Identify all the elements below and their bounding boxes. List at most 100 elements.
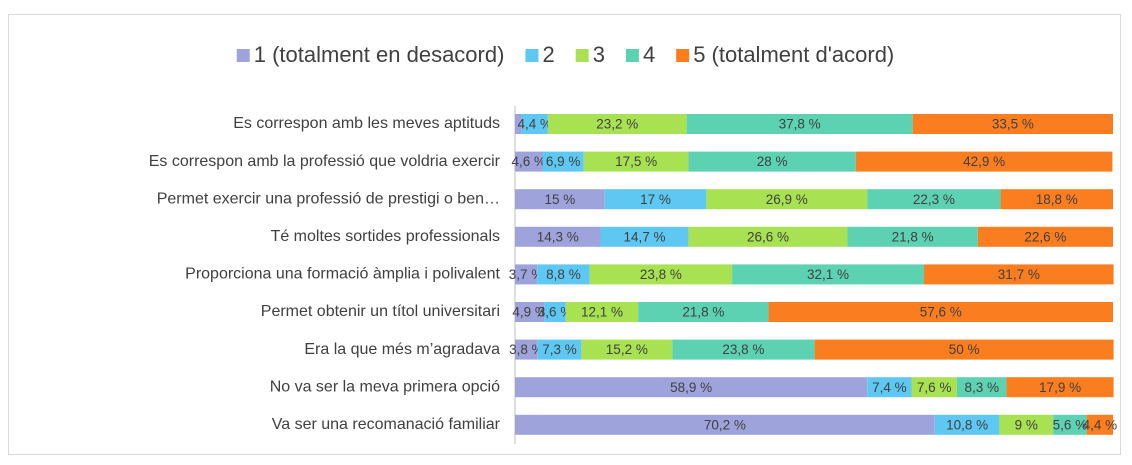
bar-segment <box>867 189 1001 210</box>
bar-segment <box>515 151 543 172</box>
bar-segment <box>911 377 957 398</box>
legend-swatch <box>236 49 250 62</box>
value-label: 21,8 % <box>682 305 724 320</box>
bar-segment <box>934 414 1000 435</box>
value-label: 4,9 % <box>512 305 547 320</box>
legend-label: 5 (totalment d'acord) <box>693 42 894 67</box>
value-label: 8,8 % <box>546 267 581 282</box>
value-label: 33,5 % <box>992 117 1034 132</box>
value-label: 22,3 % <box>913 192 955 207</box>
value-label: 50 % <box>949 342 980 357</box>
bar-segment <box>537 339 582 360</box>
category-label: Té moltes sortides professionals <box>271 228 500 245</box>
bar-segment <box>867 377 912 398</box>
bar-segment <box>956 377 1007 398</box>
value-label: 57,6 % <box>920 305 962 320</box>
category-label: Era la que més m’agradava <box>304 341 500 358</box>
value-label: 17 % <box>640 192 671 207</box>
legend-swatch <box>676 49 690 62</box>
value-label: 7,4 % <box>872 380 907 395</box>
category-label: Permet obtenir un títol universitari <box>261 303 500 320</box>
bar-segment <box>544 302 566 322</box>
bar-segment <box>688 226 848 247</box>
value-label: 4,4 % <box>1083 417 1118 432</box>
bar-segment <box>688 151 856 172</box>
bar-segment <box>686 114 913 134</box>
bar-segment <box>521 114 548 134</box>
value-label: 15 % <box>544 192 575 207</box>
bar-segment <box>855 151 1113 172</box>
value-label: 12,1 % <box>581 305 623 320</box>
bar-segment <box>924 264 1114 285</box>
bar-segment <box>1053 414 1087 435</box>
value-label: 17,9 % <box>1039 380 1081 395</box>
value-label: 3,7 % <box>509 267 544 282</box>
bar-segment <box>515 226 601 247</box>
value-label: 5,6 % <box>1053 417 1088 432</box>
value-label: 21,8 % <box>892 229 934 244</box>
bar-segment <box>565 302 639 322</box>
value-label: 70,2 % <box>704 417 746 432</box>
bar-segment <box>515 264 538 285</box>
value-label: 23,2 % <box>596 117 638 132</box>
value-label: 23,8 % <box>640 267 682 282</box>
value-label: 17,5 % <box>615 154 657 169</box>
bar-segment <box>768 302 1113 322</box>
legend-label: 1 (totalment en desacord) <box>254 42 505 67</box>
value-label: 3,6 % <box>538 305 573 320</box>
legend-swatch <box>625 49 639 62</box>
bar-segment <box>1000 189 1113 210</box>
value-label: 58,9 % <box>670 380 712 395</box>
bar-segment <box>542 151 584 172</box>
value-label: 26,9 % <box>766 192 808 207</box>
value-label: 14,3 % <box>537 229 579 244</box>
legend-swatch <box>525 49 539 62</box>
bar-segment <box>977 226 1113 247</box>
value-label: 10,8 % <box>946 417 988 432</box>
legend-label: 2 <box>542 42 554 67</box>
bar-segment <box>1086 414 1113 435</box>
value-label: 7,3 % <box>542 342 577 357</box>
bar-segment <box>604 189 707 210</box>
bar-segment <box>847 226 978 247</box>
value-label: 37,8 % <box>779 117 821 132</box>
value-label: 6,9 % <box>546 154 581 169</box>
value-label: 22,6 % <box>1024 229 1066 244</box>
value-label: 7,6 % <box>917 380 952 395</box>
legend-swatch <box>575 49 589 62</box>
category-label: Es correspon amb les meves aptituds <box>233 115 500 132</box>
bar-segment <box>999 414 1054 435</box>
value-label: 42,9 % <box>963 154 1005 169</box>
category-label: Es correspon amb la professió que voldri… <box>149 153 501 170</box>
bar-segment <box>706 189 868 210</box>
value-label: 23,8 % <box>722 342 764 357</box>
bar-segment <box>732 264 925 285</box>
bar-segment <box>814 339 1114 360</box>
bar-segment <box>600 226 689 247</box>
value-label: 4,6 % <box>511 154 546 169</box>
value-label: 4,4 % <box>517 117 552 132</box>
bar-segment <box>589 264 733 285</box>
value-label: 14,7 % <box>623 229 665 244</box>
category-label: Permet exercir una professió de prestigi… <box>157 190 500 207</box>
bar-segment <box>537 264 590 285</box>
category-label: Va ser una recomanació familiar <box>272 416 501 433</box>
value-label: 18,8 % <box>1036 192 1078 207</box>
value-label: 32,1 % <box>807 267 849 282</box>
category-label: No va ser la meva primera opció <box>270 378 500 395</box>
legend-label: 4 <box>643 42 655 67</box>
value-label: 9 % <box>1015 417 1038 432</box>
bar-segment <box>547 114 687 134</box>
bar-segment <box>638 302 769 322</box>
value-label: 15,2 % <box>606 342 648 357</box>
legend-label: 3 <box>593 42 605 67</box>
bar-segment <box>515 302 545 322</box>
bar-segment <box>581 339 673 360</box>
bar-segment <box>583 151 689 172</box>
value-label: 28 % <box>757 154 788 169</box>
category-label: Proporciona una formació àmplia i poliva… <box>185 266 500 283</box>
value-label: 26,6 % <box>747 229 789 244</box>
value-label: 3,8 % <box>509 342 544 357</box>
value-label: 8,3 % <box>964 380 999 395</box>
